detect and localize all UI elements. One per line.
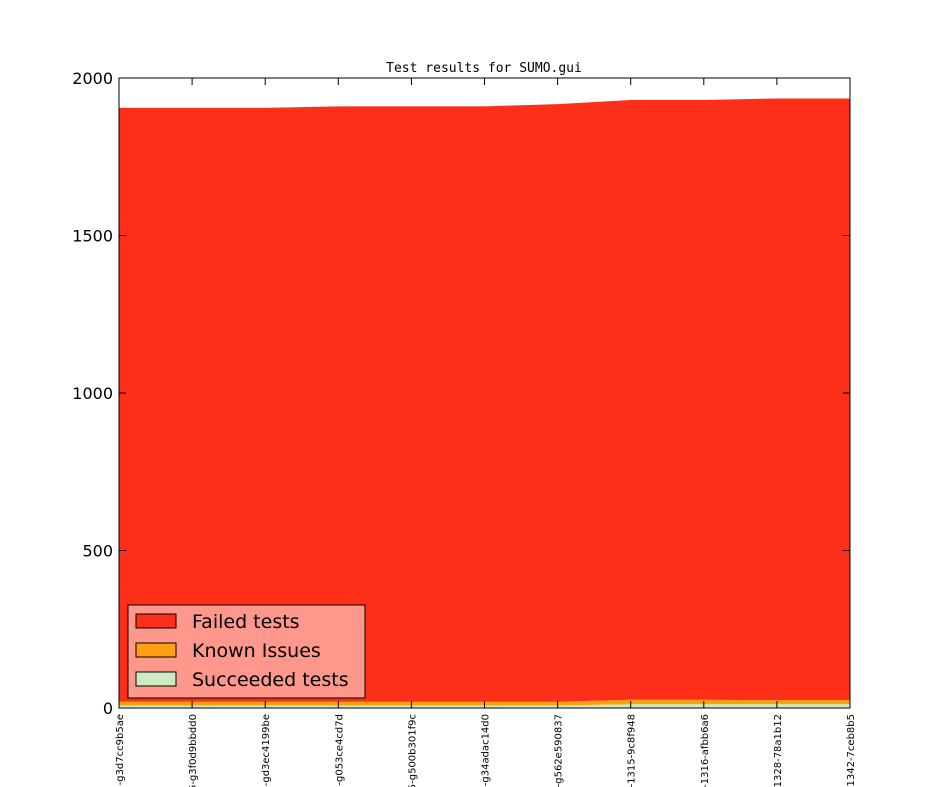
- x-tick-label: -g053ce4cd7d: [334, 714, 345, 786]
- x-axis: -g3d7cc9b5ae 5-g3f0d9bbdd0 -gd3ec4199be -g0…: [115, 78, 857, 787]
- x-tick-label: -1316-afbb6a6: [700, 714, 711, 787]
- chart-title: Test results for SUMO.gui: [386, 61, 582, 76]
- legend-label-known: Known Issues: [192, 640, 321, 662]
- x-tick-label: -1315-9c8f948: [627, 714, 638, 787]
- x-tick-label: 5-g500b301f9c: [407, 714, 418, 787]
- y-tick-label: 2000: [72, 69, 113, 88]
- x-tick-label: 1342-7ceb8b5: [846, 714, 857, 787]
- y-tick-label: 0: [103, 699, 113, 718]
- y-axis: 0 500 1000 1500 2000: [72, 69, 850, 718]
- legend-swatch-succeeded: [135, 671, 177, 687]
- x-tick-label: -gd3ec4199be: [261, 714, 272, 786]
- x-tick-label: -g3d7cc9b5ae: [115, 714, 126, 785]
- legend-label-succeeded: Succeeded tests: [192, 669, 349, 691]
- legend: Failed tests Known Issues Succeeded test…: [127, 604, 366, 699]
- legend-swatch-failed: [135, 613, 177, 629]
- y-tick-label: 1500: [72, 227, 113, 246]
- legend-swatch-known: [135, 642, 177, 658]
- y-tick-label: 1000: [72, 384, 113, 403]
- x-tick-label: 1328-78a1b12: [773, 714, 784, 787]
- area-series-failed-tests: [119, 98, 850, 702]
- legend-label-failed: Failed tests: [192, 611, 300, 633]
- x-tick-label: 5-g3f0d9bbdd0: [188, 714, 199, 787]
- x-tick-label: -g34adac14d0: [481, 714, 492, 786]
- x-tick-label: -g562e590837: [554, 714, 565, 787]
- y-tick-label: 500: [82, 542, 113, 561]
- area-series-group: [119, 98, 850, 708]
